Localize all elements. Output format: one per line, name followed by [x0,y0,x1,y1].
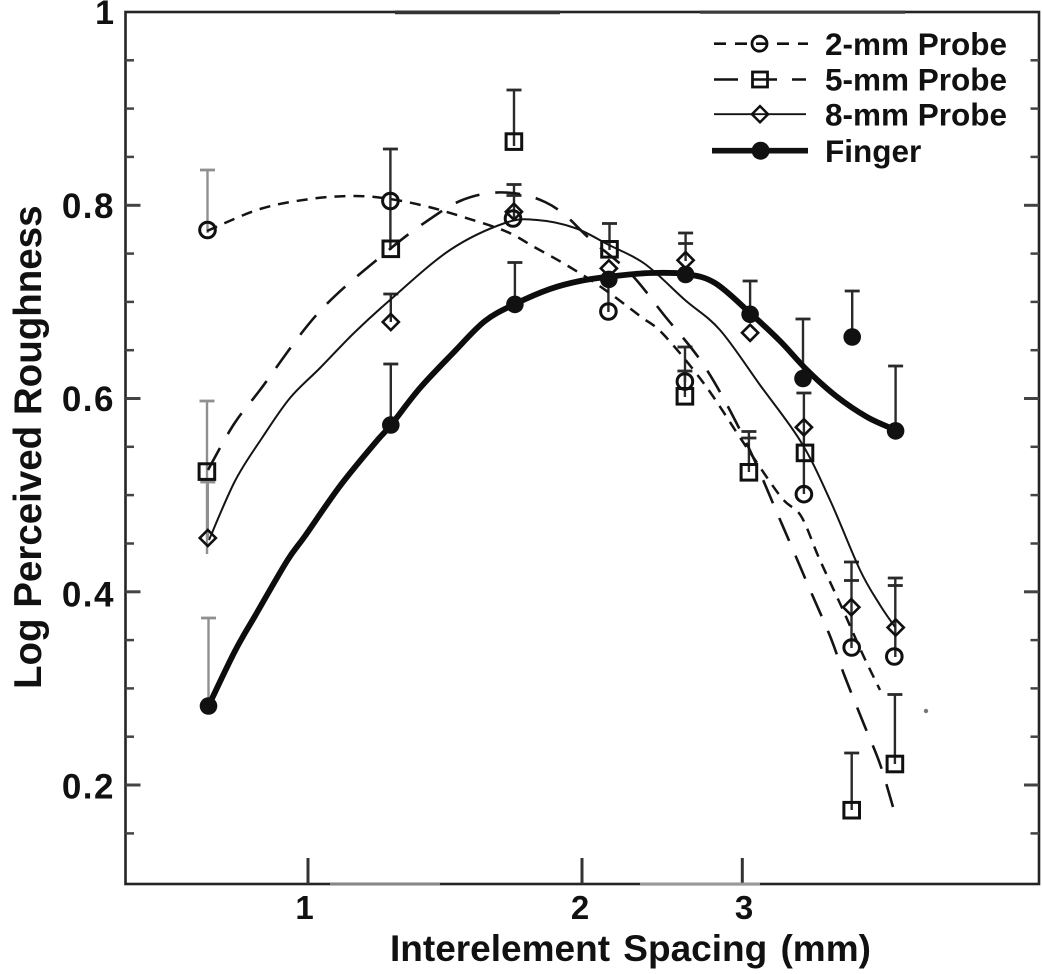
svg-text:2-mm Probe: 2-mm Probe [825,26,1007,62]
svg-text:Interelement Spacing (mm): Interelement Spacing (mm) [390,928,871,969]
svg-text:0.6: 0.6 [62,380,115,419]
svg-text:1: 1 [95,0,114,32]
svg-text:Log Perceived Roughness: Log Perceived Roughness [7,205,50,689]
svg-text:8-mm Probe: 8-mm Probe [825,96,1007,132]
svg-text:Finger: Finger [825,133,921,169]
svg-text:0.8: 0.8 [62,187,115,226]
svg-text:0.4: 0.4 [62,576,115,615]
svg-text:3: 3 [735,889,753,926]
svg-text:5-mm Probe: 5-mm Probe [825,62,1007,98]
svg-text:1: 1 [295,889,313,926]
svg-text:0.2: 0.2 [62,768,115,807]
svg-text:2: 2 [571,889,589,926]
